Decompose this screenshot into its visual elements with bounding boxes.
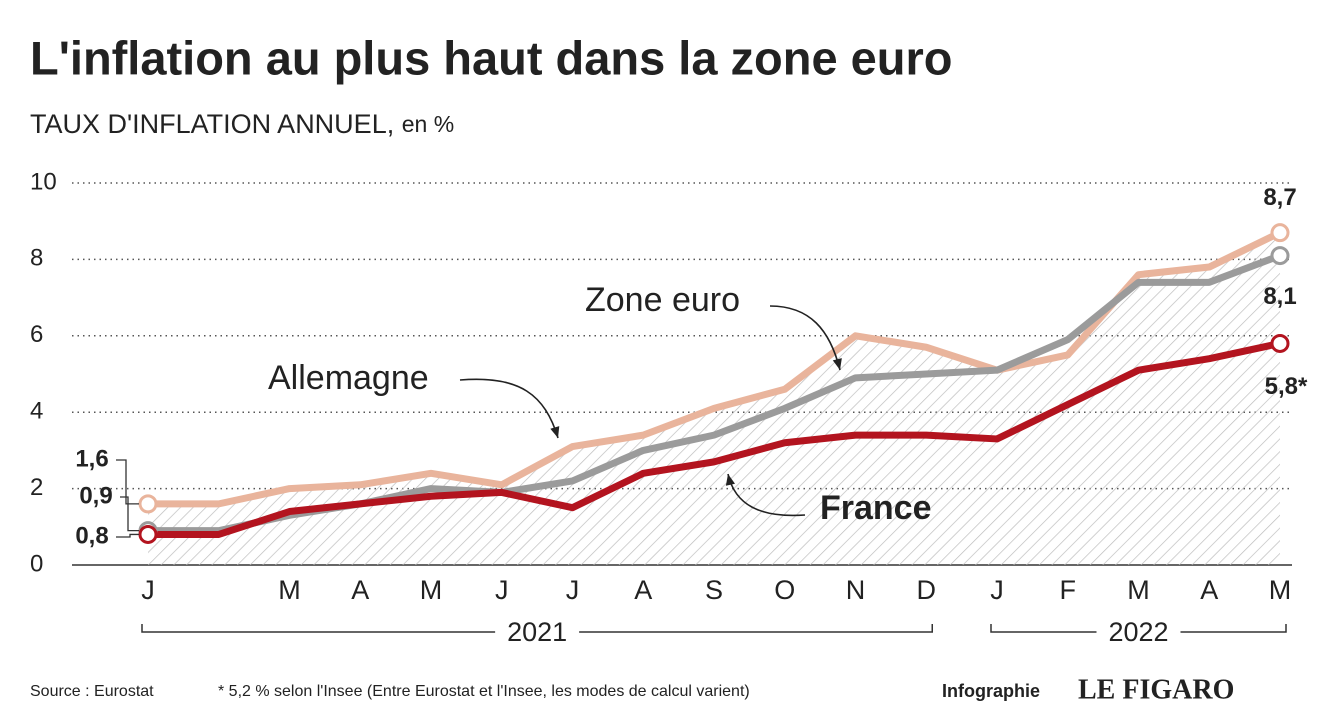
- x-tick-label: N: [846, 575, 866, 605]
- arrow-head: [550, 426, 560, 438]
- series-label: Allemagne: [268, 359, 429, 397]
- y-tick-label: 4: [30, 398, 43, 425]
- x-tick-label: J: [990, 575, 1004, 605]
- x-tick-label: A: [1200, 575, 1218, 605]
- value-label: 8,1: [1263, 283, 1296, 310]
- group-bracket: [990, 624, 1287, 633]
- label-leader: [116, 459, 139, 505]
- label-leader: [120, 496, 139, 532]
- series-label: Zone euro: [585, 281, 740, 319]
- arrow-head: [832, 358, 842, 370]
- x-tick-label: D: [917, 575, 937, 605]
- y-tick-label: 8: [30, 245, 43, 272]
- point-marker: [138, 524, 158, 544]
- group-bracket: [141, 624, 933, 633]
- series-line: [148, 229, 1282, 508]
- value-label: 1,6: [75, 445, 108, 472]
- hatch-area: [148, 232, 1280, 565]
- x-tick-label: M: [1269, 575, 1292, 605]
- credit: Infographie: [942, 681, 1040, 701]
- note: * 5,2 % selon l'Insee (Entre Eurostat et…: [218, 683, 750, 700]
- label-arrow: [769, 305, 841, 371]
- subtitle: TAUX D'INFLATION ANNUEL,: [30, 109, 394, 139]
- source: Source : Eurostat: [30, 683, 154, 700]
- x-tick-label: J: [141, 575, 155, 605]
- point-marker: [138, 494, 158, 514]
- x-tick-label: S: [705, 575, 723, 605]
- point-marker: [1270, 223, 1290, 243]
- x-tick-label: M: [420, 575, 443, 605]
- value-label: 5,8*: [1265, 373, 1308, 400]
- x-tick-label: M: [278, 575, 301, 605]
- y-tick-label: 0: [30, 550, 43, 577]
- y-tick-label: 6: [30, 321, 43, 348]
- value-label: 0,8: [75, 522, 108, 549]
- brand: LE FIGARO: [1078, 674, 1234, 705]
- x-tick-label: J: [495, 575, 509, 605]
- value-label: 0,9: [79, 482, 112, 509]
- value-label: 8,7: [1263, 184, 1296, 211]
- chart-title: L'inflation au plus haut dans la zone eu…: [30, 31, 953, 84]
- x-tick-label: A: [351, 575, 369, 605]
- group-label: 2022: [1108, 617, 1168, 647]
- point-marker: [1270, 246, 1290, 266]
- label-arrow: [459, 378, 559, 439]
- x-tick-label: F: [1060, 575, 1077, 605]
- point-marker: [1270, 333, 1290, 353]
- y-tick-label: 2: [30, 474, 43, 501]
- x-tick-label: O: [774, 575, 795, 605]
- chart-subtitle: TAUX D'INFLATION ANNUEL, en %: [30, 109, 454, 139]
- x-tick-label: J: [566, 575, 580, 605]
- y-tick-label: 10: [30, 168, 57, 195]
- x-tick-label: M: [1127, 575, 1150, 605]
- series-line: [148, 340, 1281, 538]
- label-leader: [116, 533, 139, 538]
- group-label: 2021: [507, 617, 567, 647]
- arrow-head: [725, 474, 735, 486]
- series-label: France: [820, 489, 932, 527]
- unit: en %: [402, 111, 454, 137]
- x-tick-label: A: [634, 575, 652, 605]
